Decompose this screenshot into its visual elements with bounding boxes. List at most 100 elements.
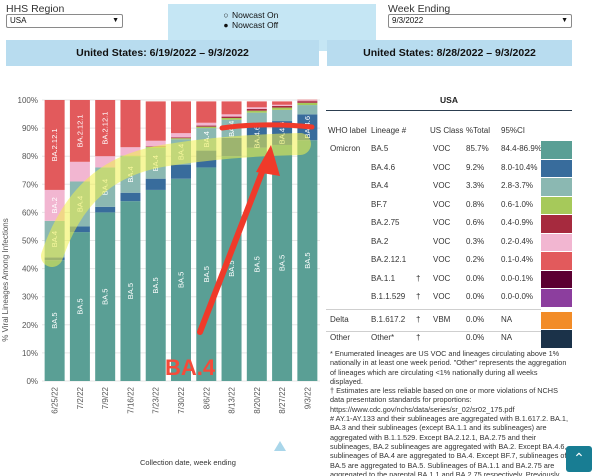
bar-segment[interactable] (69, 161, 90, 182)
bar-segment[interactable] (69, 232, 90, 381)
bar-segment[interactable] (95, 100, 116, 157)
cell-ci: 0.1-0.4% (501, 255, 534, 264)
cell-ci: 0.6-1.0% (501, 199, 534, 209)
expand-handle-icon[interactable] (274, 441, 286, 451)
cell-lineage: BA.2 (371, 236, 389, 246)
bar-segment[interactable] (145, 101, 166, 141)
bar-segment[interactable] (196, 126, 217, 129)
chevron-up-icon: ⌃ (573, 450, 585, 466)
bar-segment[interactable] (272, 107, 293, 110)
chart-header: United States: 6/19/2022 – 9/3/2022 (6, 40, 319, 66)
scroll-to-top-button[interactable]: ⌃ (566, 446, 592, 472)
cell-total: 0.2% (466, 255, 485, 264)
bar-segment[interactable] (221, 114, 242, 117)
bar-segment[interactable] (221, 116, 242, 118)
cell-ci: NA (501, 314, 513, 324)
x-tick-label: 8/13/22 (228, 386, 237, 413)
cell-us-class: VOC (433, 218, 451, 227)
y-tick-label: 50% (22, 237, 38, 246)
cell-lineage: BA.2.12.1 (371, 255, 407, 264)
bar-segment[interactable] (95, 206, 116, 213)
segment-label: BA.4.6 (278, 122, 287, 145)
bar-segment[interactable] (297, 105, 318, 115)
bar-segment[interactable] (297, 101, 318, 103)
bar-segment[interactable] (246, 108, 267, 111)
bar-segment[interactable] (272, 104, 293, 106)
lineage-color-swatch (541, 178, 572, 196)
x-axis-label: Collection date, week ending (140, 458, 236, 467)
bar-segment[interactable] (120, 100, 141, 148)
bar-segment[interactable] (120, 147, 141, 156)
bar-segment[interactable] (95, 156, 116, 168)
cell-who-label: Omicron (330, 144, 361, 153)
bar-segment[interactable] (171, 137, 191, 139)
segment-label: BA.5 (50, 312, 59, 328)
bar-segment[interactable] (246, 110, 267, 113)
bar-segment[interactable] (246, 101, 267, 108)
cell-ci: 0.2-0.4% (501, 236, 534, 246)
y-axis-label: % Viral Lineages Among Infections (1, 218, 10, 341)
bar-segment[interactable] (145, 140, 166, 147)
radio-off-icon: ○ (223, 10, 229, 20)
cell-lineage: B.1.1.529 (371, 292, 406, 301)
cell-lineage: BA.4.6 (371, 162, 396, 172)
bar-segment[interactable] (44, 100, 65, 190)
cell-total: 85.7% (466, 144, 489, 153)
x-tick-label: 8/27/22 (278, 386, 287, 413)
table-title: USA (440, 95, 458, 105)
lineage-color-swatch (541, 233, 572, 251)
lineage-color-swatch (541, 215, 572, 233)
bar-segment[interactable] (221, 101, 242, 115)
bar-segment[interactable] (196, 101, 217, 123)
bar-segment[interactable] (196, 122, 217, 126)
cell-ci: NA (501, 333, 513, 342)
cell-total: 0.0% (466, 273, 485, 283)
cell-total: 0.6% (466, 218, 485, 227)
cell-reliability-mark: † (416, 333, 421, 342)
cell-us-class: VBM (433, 314, 451, 324)
bar-segment[interactable] (272, 101, 293, 105)
lineage-color-swatch (541, 330, 572, 348)
cell-lineage: BA.1.1 (371, 273, 396, 283)
cell-total: 0.3% (466, 236, 485, 246)
bar-segment[interactable] (95, 212, 116, 381)
underline-stroke (219, 122, 315, 131)
bar-segment[interactable] (145, 178, 166, 190)
y-tick-label: 30% (22, 293, 38, 302)
cell-lineage: BF.7 (371, 199, 388, 209)
nowcast-on-option[interactable]: ○ Nowcast On (220, 10, 278, 20)
y-tick-label: 0% (26, 377, 38, 386)
bar-segment[interactable] (272, 109, 293, 122)
week-select[interactable]: 9/3/2022 ▼ (388, 14, 572, 28)
bar-segment[interactable] (171, 178, 191, 381)
region-select[interactable]: USA ▼ (6, 14, 123, 28)
group-separator (326, 331, 541, 332)
bar-segment[interactable] (272, 105, 293, 108)
bar-segment[interactable] (297, 100, 318, 102)
bar-segment[interactable] (297, 99, 318, 101)
nowcast-off-option[interactable]: ● Nowcast Off (220, 20, 278, 30)
bar-segment[interactable] (272, 144, 293, 381)
bar-segment[interactable] (171, 164, 191, 179)
bar-segment[interactable] (44, 260, 65, 381)
bar-segment[interactable] (171, 101, 191, 134)
bar-segment[interactable] (69, 226, 90, 233)
nowcast-on-label: Nowcast On (232, 10, 279, 20)
bar-segment[interactable] (171, 138, 191, 140)
cell-total: 3.3% (466, 181, 485, 190)
bar-segment[interactable] (297, 140, 318, 381)
bar-segment[interactable] (196, 125, 217, 127)
lineage-color-swatch (541, 141, 572, 159)
bar-segment[interactable] (145, 189, 166, 381)
bar-segment[interactable] (171, 133, 191, 138)
bar-segment[interactable] (221, 117, 242, 120)
bar-segment[interactable] (221, 156, 242, 381)
cell-us-class: VOC (433, 162, 451, 172)
bar-segment[interactable] (297, 102, 318, 106)
bar-segment[interactable] (246, 107, 267, 109)
bar-segment[interactable] (120, 201, 141, 381)
x-tick-label: 8/6/22 (202, 386, 211, 409)
segment-label: BA.5 (126, 283, 135, 299)
bar-segment[interactable] (120, 192, 141, 202)
bar-segment[interactable] (69, 100, 90, 162)
